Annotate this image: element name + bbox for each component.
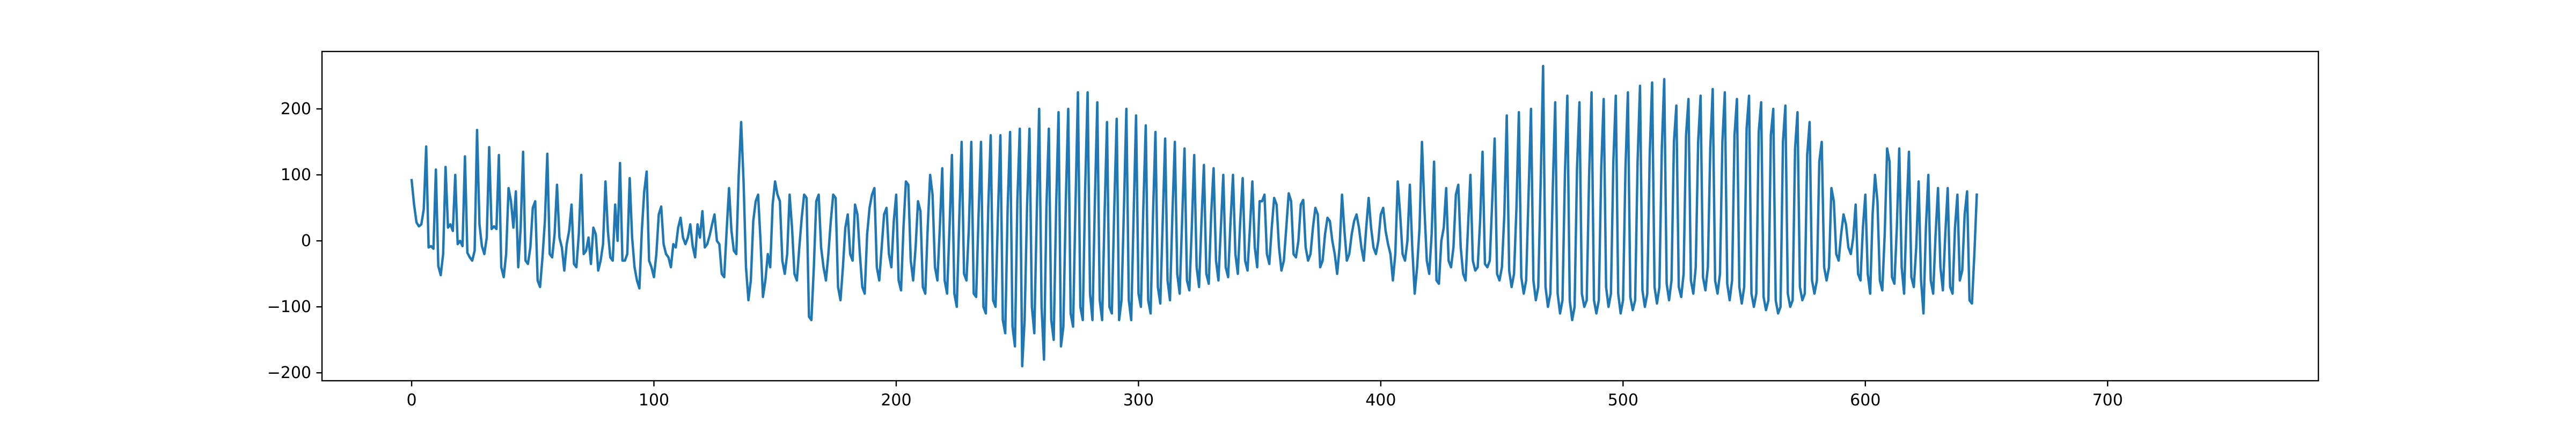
x-tick-label: 100 [639, 391, 669, 410]
plot-area [410, 64, 1978, 368]
x-tick-label: 0 [406, 391, 416, 410]
y-tick-label: −200 [267, 364, 311, 382]
axes-frame [321, 50, 2319, 382]
x-tick-label: 600 [1850, 391, 1880, 410]
x-tick-label: 300 [1123, 391, 1154, 410]
series-line-0 [410, 64, 1978, 368]
y-tick-label: 100 [281, 166, 311, 184]
y-tick-label: −100 [267, 298, 311, 316]
axes: 0 100 200 300 400 500 600 700 −200 −100 0 100 200 [267, 50, 2319, 410]
x-tick-label: 500 [1608, 391, 1638, 410]
y-tick-label: 200 [281, 100, 311, 119]
x-tick-label: 200 [881, 391, 911, 410]
x-tick-label: 700 [2092, 391, 2123, 410]
x-tick-label: 400 [1365, 391, 1396, 410]
y-tick-label: 0 [301, 232, 311, 250]
